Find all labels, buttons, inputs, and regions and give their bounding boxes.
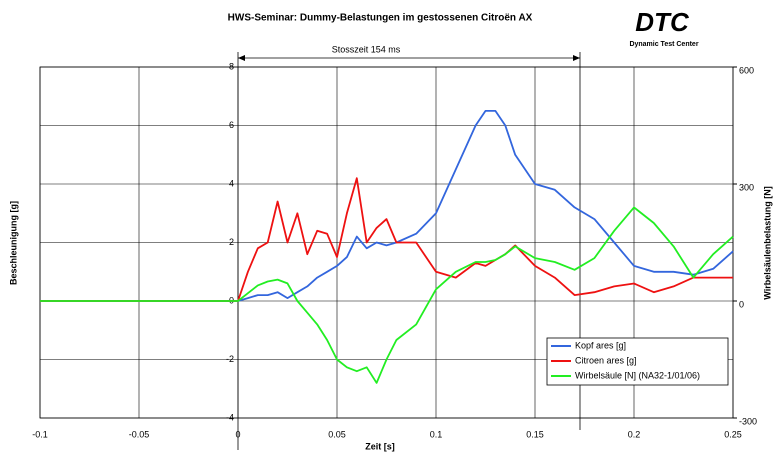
- y-tick-label: 2: [229, 237, 234, 247]
- annotation: Stosszeit 154 ms: [332, 44, 401, 54]
- x-tick-label: -0.05: [129, 429, 150, 439]
- y2-tick-label: -300: [739, 416, 757, 426]
- logo-text: DTC: [635, 7, 690, 37]
- y2-tick-label: 600: [739, 65, 754, 75]
- series-line: [40, 206, 734, 384]
- x-tick-label: 0.1: [430, 429, 443, 439]
- y2-axis-label: Wirbelsäulenbelastung [N]: [762, 186, 772, 299]
- legend-label: Wirbelsäule [N] (NA32-1/01/06): [575, 370, 700, 380]
- legend-label: Citroen ares [g]: [575, 355, 637, 365]
- chart-title: HWS-Seminar: Dummy-Belastungen im gestos…: [228, 13, 533, 24]
- x-tick-label: 0.2: [628, 429, 641, 439]
- y-tick-label: -2: [226, 354, 234, 364]
- y2-tick-label: 0: [739, 299, 744, 309]
- x-tick-label: 0.25: [724, 429, 742, 439]
- y-tick-label: -4: [226, 412, 234, 422]
- x-tick-label: -0.1: [32, 429, 48, 439]
- y-tick-label: 6: [229, 120, 234, 130]
- legend-box: [546, 337, 729, 386]
- legend-label: Kopf ares [g]: [575, 340, 626, 350]
- x-tick-label: 0.15: [526, 429, 544, 439]
- y-tick-label: 4: [229, 178, 234, 188]
- x-tick-label: 0.05: [328, 429, 346, 439]
- x-axis-label: Zeit [s]: [365, 441, 395, 451]
- y-tick-label: 8: [229, 61, 234, 71]
- x-tick-label: 0: [235, 429, 240, 439]
- y2-tick-label: 300: [739, 182, 754, 192]
- y-axis-label: Beschleunigung [g]: [8, 201, 18, 285]
- logo-subtitle: Dynamic Test Center: [629, 41, 698, 48]
- series-line: [40, 177, 733, 302]
- series-line: [40, 110, 734, 302]
